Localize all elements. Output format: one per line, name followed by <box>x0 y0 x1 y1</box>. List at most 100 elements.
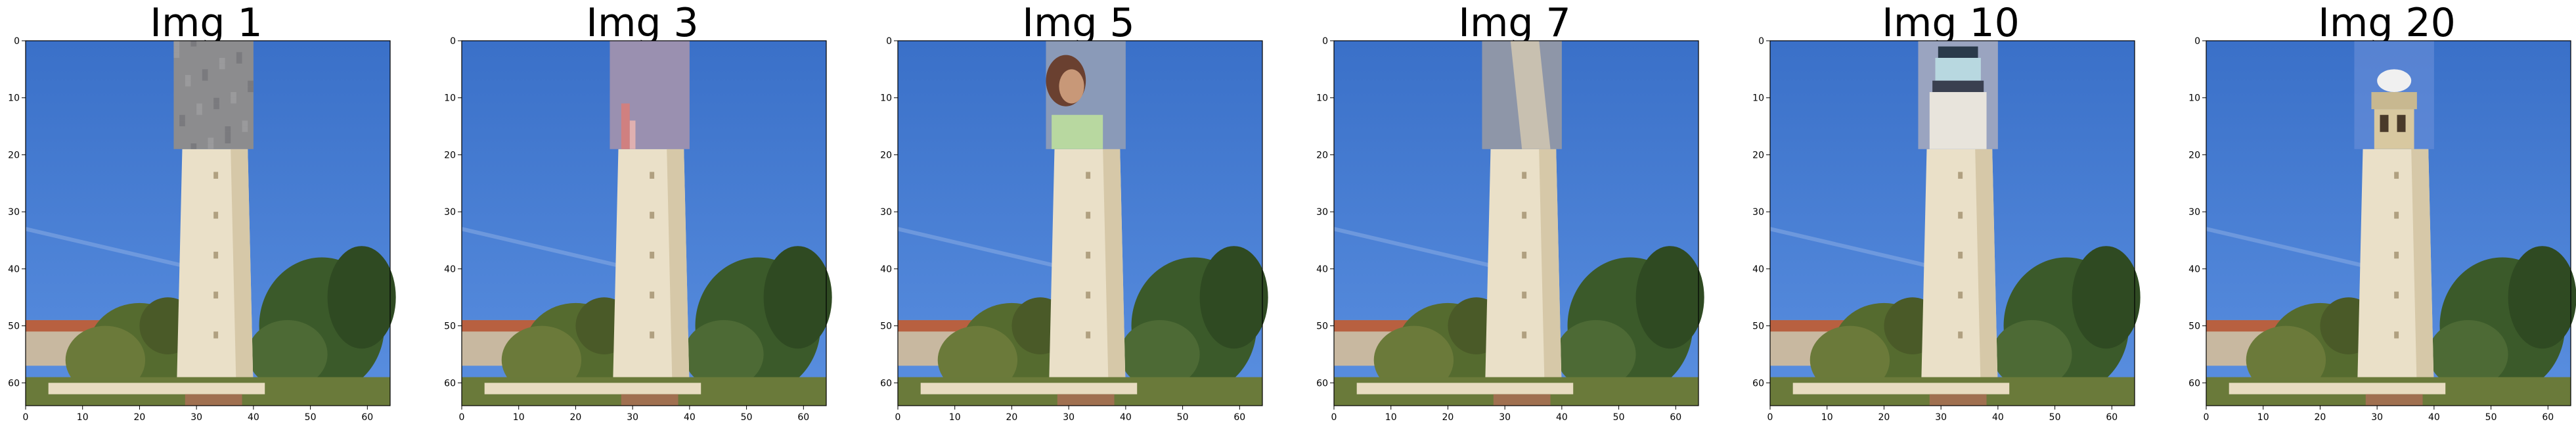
contrail <box>25 227 197 271</box>
y-tick-label: 10 <box>1316 93 1328 104</box>
base-door <box>185 394 242 406</box>
y-tick-label: 50 <box>1316 321 1328 332</box>
x-tick-label: 50 <box>1177 412 1189 423</box>
tower-window <box>2394 291 2399 298</box>
patch-pixel <box>202 75 208 81</box>
x-tick-label: 0 <box>1331 412 1337 423</box>
y-tick-label: 20 <box>1316 150 1328 160</box>
x-tick-label: 0 <box>895 412 901 423</box>
x-tick-label: 60 <box>1233 412 1245 423</box>
building-roof <box>462 320 542 332</box>
x-tick-label: 10 <box>513 412 525 423</box>
tree <box>248 320 328 389</box>
panel: Img 5 0 10 20 30 40 50 60 0 10 20 30 40 50 60 <box>875 0 1282 428</box>
patch-pixel <box>248 80 254 87</box>
base-wall <box>2229 383 2446 394</box>
x-tick-label: 30 <box>1935 412 1947 423</box>
y-tick-label: 30 <box>1752 207 1764 218</box>
axes: 0 10 20 30 40 50 60 0 10 20 30 40 50 60 <box>8 36 391 423</box>
x-tick-label: 10 <box>949 412 961 423</box>
patch-pixel <box>179 114 185 121</box>
tree <box>327 246 396 349</box>
x-tick-label: 10 <box>77 412 89 423</box>
x-tick-label: 60 <box>2542 412 2554 423</box>
panel-title: Img 7 <box>1458 0 1571 46</box>
tree <box>763 246 832 349</box>
tower-window <box>213 331 219 339</box>
base-door <box>2365 394 2423 406</box>
tree <box>1120 320 1200 389</box>
x-tick-label: 60 <box>2106 412 2118 423</box>
tree <box>684 320 764 389</box>
lantern-roof <box>1938 46 1978 59</box>
tree <box>1556 320 1636 389</box>
y-tick-label: 40 <box>1752 264 1764 275</box>
patch-pixel <box>219 58 225 64</box>
tower-window <box>650 251 655 259</box>
x-tick-label: 40 <box>1556 412 1568 423</box>
tower-window <box>1958 251 1963 259</box>
base-door <box>1929 394 1987 406</box>
patch-pixel <box>190 143 197 149</box>
y-tick-label: 40 <box>1316 264 1328 275</box>
portrait-clothes <box>1052 114 1103 149</box>
y-tick-label: 50 <box>444 321 456 332</box>
x-tick-label: 20 <box>570 412 582 423</box>
axes-frame <box>25 40 391 406</box>
patch-pixel <box>179 120 185 127</box>
patch-pixel <box>225 131 231 138</box>
portrait-face <box>1059 69 1084 104</box>
y-tick-label: 20 <box>2188 150 2200 160</box>
tower-window <box>1522 251 1527 259</box>
y-tick-label: 0 <box>14 36 20 47</box>
x-tick-label: 60 <box>797 412 809 423</box>
base-door <box>1493 394 1551 406</box>
x-tick-label: 40 <box>1992 412 2004 423</box>
patch-pixel <box>213 97 219 104</box>
tower-shade <box>667 149 690 394</box>
x-tick-label: 30 <box>627 412 638 423</box>
y-tick-label: 60 <box>444 378 456 389</box>
panel: Img 3 0 10 20 30 40 50 60 0 10 20 30 40 50 60 <box>439 0 846 428</box>
x-tick-label: 40 <box>2428 412 2440 423</box>
y-tick-label: 20 <box>8 150 20 160</box>
belfry-window <box>2397 114 2406 132</box>
y-tick-label: 0 <box>886 36 892 47</box>
photo <box>897 41 1268 406</box>
image-plot: 0 10 20 30 40 50 60 0 10 20 30 40 50 60 <box>1316 36 1704 423</box>
tree <box>1635 246 1704 349</box>
patch-pixel <box>173 41 180 47</box>
y-tick-label: 30 <box>880 207 892 218</box>
lantern-glass <box>1935 58 1981 81</box>
gray-stone-strip <box>1510 41 1551 149</box>
y-tick-label: 10 <box>444 93 456 104</box>
panel-title: Img 20 <box>2318 0 2456 46</box>
patch-pixel <box>213 103 219 110</box>
tower-window <box>2394 212 2399 219</box>
patch-pixel <box>196 109 202 115</box>
y-tick-label: 30 <box>1316 207 1328 218</box>
building-roof <box>898 320 978 332</box>
x-tick-label: 0 <box>23 412 29 423</box>
photo <box>25 41 396 406</box>
tower-window <box>213 251 219 259</box>
y-tick-label: 0 <box>450 36 456 47</box>
panel: Img 10 0 10 20 30 40 50 60 0 10 20 30 40 50 60 <box>1747 0 2154 428</box>
tree <box>2072 246 2141 349</box>
axes-frame <box>1333 40 1699 406</box>
patch-pixel <box>185 75 191 81</box>
axes-frame <box>897 40 1263 406</box>
image-plot: 0 10 20 30 40 50 60 0 10 20 30 40 50 60 <box>444 36 832 423</box>
x-tick-label: 10 <box>1821 412 1833 423</box>
tower-window <box>1086 251 1091 259</box>
y-tick-label: 10 <box>2188 93 2200 104</box>
building-roof <box>2206 320 2286 332</box>
x-tick-label: 20 <box>2315 412 2326 423</box>
tower-cornice <box>2371 92 2417 110</box>
tower-window <box>1522 291 1527 298</box>
inserted-patch <box>1482 41 1562 149</box>
contrail <box>1333 227 1505 271</box>
base-wall <box>920 383 1138 394</box>
y-tick-label: 20 <box>444 150 456 160</box>
x-tick-label: 20 <box>134 412 146 423</box>
